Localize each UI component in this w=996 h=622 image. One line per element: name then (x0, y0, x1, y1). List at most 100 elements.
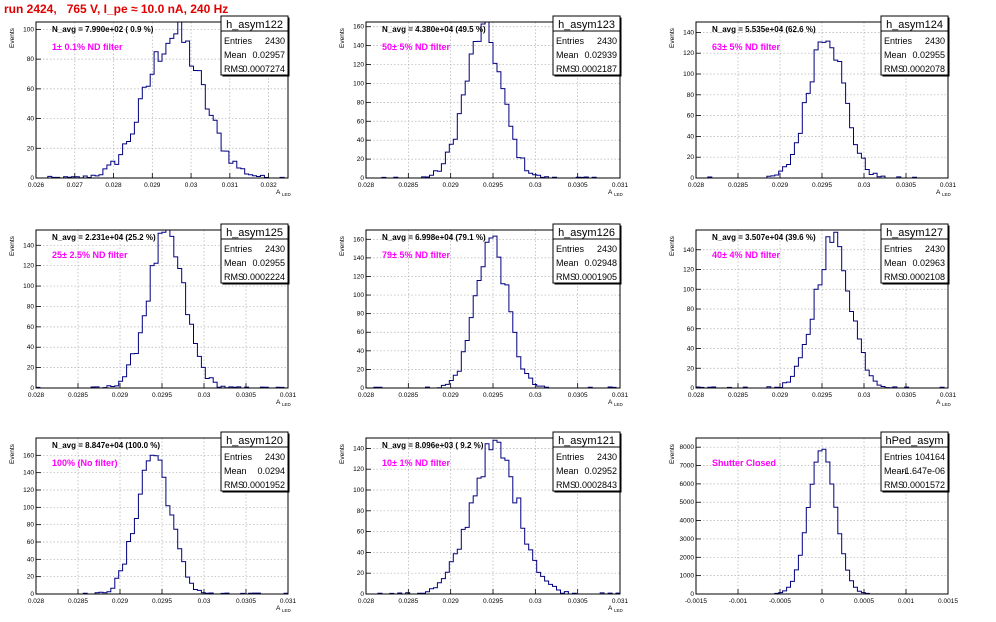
x-axis-title: A (608, 189, 613, 196)
y-tick-label: 7000 (680, 463, 695, 470)
y-tick-label: 40 (357, 137, 365, 144)
x-axis-title: A (276, 399, 281, 406)
stats-key: Mean (884, 50, 907, 60)
x-tick-label: 0.029 (112, 598, 129, 605)
y-tick-label: 0 (360, 591, 364, 598)
y-tick-label: 80 (687, 92, 695, 99)
x-tick-label: -0.0015 (685, 598, 707, 605)
stats-key: RMS (884, 64, 904, 74)
stats-key: Mean (224, 258, 247, 268)
stats-key: RMS (556, 480, 576, 490)
y-tick-label: 60 (687, 326, 695, 333)
x-axis-title: A (936, 189, 941, 196)
y-tick-label: 20 (357, 366, 365, 373)
x-axis-title: A (608, 605, 613, 612)
y-tick-label: 80 (27, 303, 35, 310)
stats-key: Entries (224, 452, 253, 462)
stats-key: Entries (884, 452, 913, 462)
x-tick-label: 0.026 (28, 182, 45, 189)
stats-key: RMS (224, 272, 244, 282)
y-tick-label: 2000 (680, 554, 695, 561)
y-tick-label: 120 (683, 267, 694, 274)
stats-value: 2430 (265, 452, 285, 462)
histogram-panel-h_asym120: 0.028 0.0285 0.029 0.0295 0.03 0.0305 0.031 0 20… (9, 431, 297, 613)
x-tick-label: 0.03 (858, 182, 871, 189)
stats-value: 2430 (597, 244, 617, 254)
stats-key: Entries (556, 452, 585, 462)
histogram-panel-hPed_asym: -0.0015 -0.001 -0.0005 0 0.0005 0.001 0.0015 0 1… (669, 431, 958, 605)
stats-key: Entries (556, 36, 585, 46)
stats-key: RMS (224, 480, 244, 490)
y-tick-label: 120 (23, 487, 34, 494)
stats-key: Entries (884, 244, 913, 254)
y-tick-label: 60 (357, 529, 365, 536)
stats-key: Mean (224, 50, 247, 60)
histogram-panel-h_asym124: 0.028 0.0285 0.029 0.0295 0.03 0.0305 0.031 0 20… (669, 15, 957, 197)
y-tick-label: 140 (23, 242, 34, 249)
x-tick-label: 0.0285 (398, 598, 418, 605)
y-tick-label: 80 (27, 56, 35, 63)
stats-value: 0.02948 (584, 258, 617, 268)
y-axis-title: Events (339, 27, 346, 48)
stats-key: Mean (556, 466, 579, 476)
stats-value: 104164 (915, 452, 945, 462)
y-tick-label: 20 (27, 145, 35, 152)
x-tick-label: 0.03 (198, 392, 211, 399)
y-tick-label: 100 (23, 283, 34, 290)
x-axis-title-subscript: LED (942, 402, 952, 407)
y-tick-label: 100 (23, 26, 34, 33)
stats-box (552, 15, 621, 76)
y-tick-label: 120 (353, 273, 364, 280)
histogram-name: h_asym123 (558, 19, 615, 31)
x-tick-label: 0.028 (688, 182, 705, 189)
y-tick-label: 20 (27, 365, 35, 372)
x-tick-label: 0.028 (28, 598, 45, 605)
histogram-name: h_asym124 (886, 19, 943, 31)
stats-value: 0.02963 (912, 258, 945, 268)
x-tick-label: 0.0285 (398, 182, 418, 189)
filter-label: 100% (No filter) (52, 458, 118, 468)
histogram-panel-h_asym126: 0.028 0.0285 0.029 0.0295 0.03 0.0305 0.031 0 20… (339, 223, 629, 407)
stats-value: 2430 (597, 36, 617, 46)
x-axis-title-subscript: LED (942, 192, 952, 197)
y-tick-label: 80 (357, 99, 365, 106)
stats-key: Entries (224, 244, 253, 254)
x-axis-title-subscript: LED (282, 192, 292, 197)
y-tick-label: 80 (687, 306, 695, 313)
stats-box (880, 15, 949, 76)
histogram-line (36, 21, 288, 179)
y-tick-label: 40 (357, 549, 365, 556)
y-tick-label: 0 (360, 385, 364, 392)
y-tick-label: 1000 (680, 573, 695, 580)
y-tick-label: 100 (353, 487, 364, 494)
y-tick-label: 140 (23, 470, 34, 477)
y-tick-label: 20 (687, 365, 695, 372)
stats-key: Entries (884, 36, 913, 46)
x-tick-label: 0.0005 (854, 598, 874, 605)
filter-label: 50± 5% ND filter (382, 42, 450, 52)
y-axis-title: Events (9, 235, 16, 256)
y-axis-title: Events (339, 443, 346, 464)
stats-value: 0.02939 (584, 50, 617, 60)
filter-label: 63± 5% ND filter (712, 42, 780, 52)
y-tick-label: 100 (353, 80, 364, 87)
histogram-name: h_asym127 (886, 227, 943, 239)
x-tick-label: 0.031 (612, 598, 629, 605)
filter-label: Shutter Closed (712, 458, 776, 468)
stats-value: 2430 (265, 244, 285, 254)
navg-label: N_avg = 5.535e+04 (62.6 %) (712, 25, 816, 34)
y-tick-label: 40 (27, 344, 35, 351)
stats-value: 2430 (265, 36, 285, 46)
histogram-name: h_asym121 (558, 435, 615, 447)
histogram-panel-h_asym127: 0.028 0.0285 0.029 0.0295 0.03 0.0305 0.031 0 20… (669, 223, 957, 407)
x-tick-label: 0.031 (612, 182, 629, 189)
y-axis-title: Events (669, 443, 676, 464)
x-tick-label: 0.0305 (236, 392, 256, 399)
y-tick-label: 140 (353, 255, 364, 262)
x-tick-label: 0.0285 (68, 392, 88, 399)
x-tick-label: 0.0285 (728, 182, 748, 189)
stats-key: Mean (556, 258, 579, 268)
x-tick-label: 0.029 (144, 182, 161, 189)
x-tick-label: 0.028 (105, 182, 122, 189)
navg-label: N_avg = 2.231e+04 (25.2 %) (52, 233, 156, 242)
